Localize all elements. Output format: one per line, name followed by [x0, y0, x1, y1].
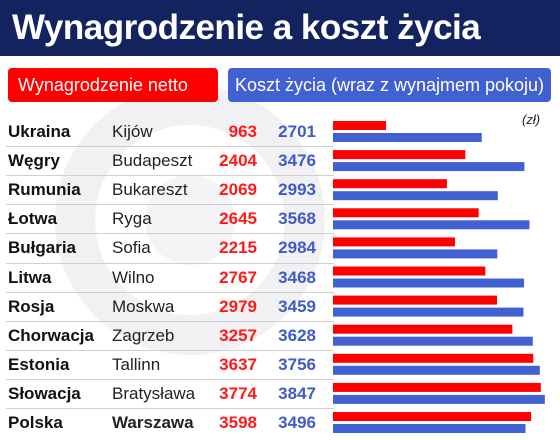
- net-salary-value: 2979: [219, 296, 257, 316]
- net-salary-value: 2069: [219, 180, 257, 200]
- bar-cost-of-living: [333, 249, 498, 259]
- bar-net-salary: [333, 266, 486, 276]
- net-salary-value: 2767: [219, 267, 257, 287]
- city-label: Sofia: [112, 238, 151, 258]
- table-row: Łotwa Ryga 2645 3568: [0, 204, 560, 234]
- cost-of-living-value: 2984: [278, 238, 316, 258]
- bar-net-salary: [333, 295, 498, 305]
- country-label: Estonia: [8, 354, 70, 374]
- cost-of-living-value: 3496: [278, 413, 316, 432]
- table-row: Rumunia Bukareszt 2069 2993: [0, 175, 560, 205]
- row-divider: [6, 175, 334, 177]
- country-label: Łotwa: [8, 209, 58, 229]
- bar-net-salary: [333, 412, 532, 421]
- table-row: Litwa Wilno 2767 3468: [0, 263, 560, 293]
- row-divider: [6, 378, 334, 380]
- row-divider: [6, 146, 334, 148]
- city-label: Warszawa: [112, 413, 194, 432]
- table-row: Polska Warszawa 3598 3496: [0, 408, 560, 438]
- city-label: Wilno: [112, 267, 155, 287]
- city-label: Bukareszt: [112, 180, 188, 200]
- net-salary-value: 963: [228, 122, 257, 141]
- row-divider: [6, 233, 334, 235]
- country-label: Rosja: [8, 296, 55, 316]
- bar-cost-of-living: [333, 220, 530, 230]
- cost-of-living-value: 3628: [278, 325, 316, 345]
- city-label: Budapeszt: [112, 151, 193, 171]
- city-label: Bratysława: [112, 383, 196, 403]
- chart-title: Wynagrodzenie a koszt życia: [12, 8, 481, 47]
- city-label: Kijów: [112, 122, 153, 141]
- country-label: Polska: [8, 413, 63, 432]
- cost-of-living-value: 3847: [278, 383, 316, 403]
- city-label: Ryga: [112, 209, 152, 229]
- bar-net-salary: [333, 150, 466, 160]
- table-row: Węgry Budapeszt 2404 3476: [0, 146, 560, 176]
- bar-net-salary: [333, 121, 387, 130]
- row-divider: [6, 262, 334, 264]
- cost-of-living-value: 3468: [278, 267, 316, 287]
- bar-cost-of-living: [333, 278, 524, 288]
- header: Wynagrodzenie a koszt życia: [0, 0, 560, 56]
- row-divider: [6, 349, 334, 351]
- bar-net-salary: [333, 353, 534, 363]
- net-salary-value: 2645: [219, 209, 257, 229]
- country-label: Słowacja: [8, 383, 81, 403]
- net-salary-value: 2404: [219, 151, 257, 171]
- bar-net-salary: [333, 382, 541, 392]
- bar-net-salary: [333, 324, 513, 334]
- net-salary-value: 2215: [219, 238, 257, 258]
- table-row: Rosja Moskwa 2979 3459: [0, 292, 560, 322]
- net-salary-value: 3637: [219, 354, 257, 374]
- bar-cost-of-living: [333, 307, 524, 317]
- bar-cost-of-living: [333, 424, 526, 433]
- bar-net-salary: [333, 179, 447, 189]
- bar-net-salary: [333, 208, 479, 218]
- net-salary-value: 3598: [219, 413, 257, 432]
- table-row: Ukraina Kijów 963 2701: [0, 117, 560, 147]
- bar-cost-of-living: [333, 133, 482, 142]
- cost-of-living-value: 3476: [278, 151, 316, 171]
- net-salary-value: 3257: [219, 325, 257, 345]
- row-divider: [6, 291, 334, 293]
- bar-cost-of-living: [333, 394, 545, 404]
- row-divider: [6, 408, 334, 409]
- legend-cost-of-living: Koszt życia (wraz z wynajmem pokoju): [228, 68, 551, 102]
- country-label: Ukraina: [8, 122, 71, 141]
- bar-cost-of-living: [333, 365, 540, 375]
- table-row: Chorwacja Zagrzeb 3257 3628: [0, 321, 560, 351]
- row-divider: [6, 204, 334, 206]
- bar-net-salary: [333, 237, 455, 247]
- cost-of-living-value: 2701: [278, 122, 316, 141]
- row-divider: [6, 320, 334, 322]
- table-row: Słowacja Bratysława 3774 3847: [0, 379, 560, 409]
- cost-of-living-value: 3756: [278, 354, 316, 374]
- bar-cost-of-living: [333, 162, 525, 172]
- net-salary-value: 3774: [219, 383, 257, 403]
- bar-cost-of-living: [333, 191, 498, 201]
- city-label: Tallinn: [112, 354, 161, 374]
- country-label: Węgry: [8, 151, 60, 171]
- bar-cost-of-living: [333, 336, 533, 346]
- country-label: Rumunia: [8, 180, 81, 200]
- city-label: Moskwa: [112, 296, 175, 316]
- country-label: Litwa: [8, 267, 52, 287]
- legend-net-salary: Wynagrodzenie netto: [8, 68, 218, 102]
- table-row: Estonia Tallinn 3637 3756: [0, 350, 560, 380]
- cost-of-living-value: 3459: [278, 296, 316, 316]
- cost-of-living-value: 2993: [278, 180, 316, 200]
- cost-of-living-value: 3568: [278, 209, 316, 229]
- city-label: Zagrzeb: [112, 325, 175, 345]
- country-label: Bułgaria: [8, 238, 77, 258]
- country-label: Chorwacja: [8, 325, 94, 345]
- table-row: Bułgaria Sofia 2215 2984: [0, 233, 560, 263]
- unit-label: (zł): [522, 112, 541, 127]
